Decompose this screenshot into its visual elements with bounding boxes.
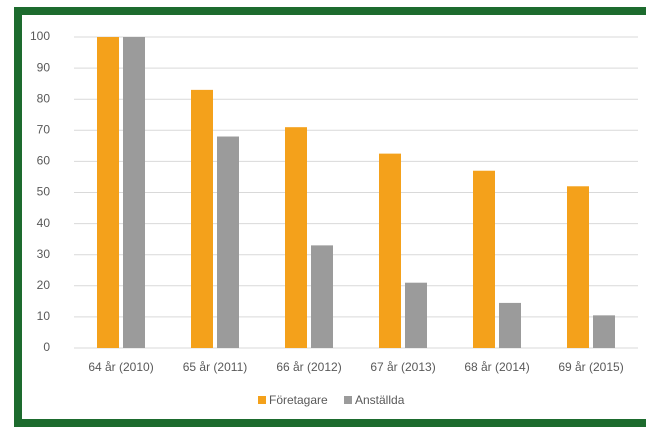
y-tick-label: 50	[37, 185, 51, 199]
y-tick-label: 30	[37, 247, 51, 261]
bar	[97, 37, 119, 348]
bar	[285, 127, 307, 348]
y-tick-label: 80	[37, 91, 51, 105]
bar	[217, 136, 239, 348]
frame	[14, 7, 646, 427]
y-tick-label: 70	[37, 122, 51, 136]
legend-label: Anställda	[355, 393, 405, 407]
legend-swatch	[344, 396, 352, 404]
y-tick-label: 10	[37, 309, 51, 323]
y-tick-label: 20	[37, 278, 51, 292]
legend-swatch	[258, 396, 266, 404]
bar	[191, 89, 213, 349]
bar	[311, 245, 333, 348]
y-tick-label: 60	[37, 154, 51, 168]
bar	[567, 186, 589, 348]
x-tick-label: 65 år (2011)	[183, 360, 247, 374]
legend-label: Företagare	[269, 393, 328, 407]
bar	[473, 170, 495, 348]
bar	[379, 153, 401, 348]
y-tick-label: 90	[37, 60, 51, 74]
bar	[405, 282, 427, 348]
x-tick-label: 66 år (2012)	[276, 360, 341, 374]
x-tick-label: 68 år (2014)	[464, 360, 529, 374]
bar	[123, 37, 145, 348]
bar	[593, 315, 615, 348]
x-tick-label: 64 år (2010)	[88, 360, 153, 374]
y-tick-label: 40	[37, 216, 51, 230]
bar	[499, 302, 521, 348]
x-tick-label: 67 år (2013)	[370, 360, 435, 374]
y-tick-label: 100	[30, 29, 50, 43]
x-tick-label: 69 år (2015)	[558, 360, 623, 374]
y-tick-label: 0	[43, 340, 50, 354]
